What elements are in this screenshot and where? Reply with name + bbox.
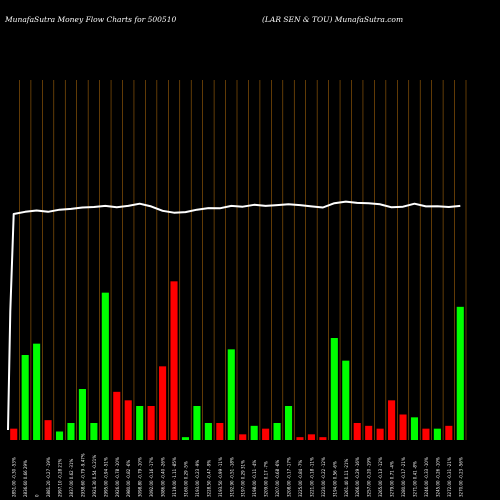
- flow-bar: [250, 425, 258, 440]
- flow-bar: [10, 428, 18, 440]
- flow-bar: [204, 423, 212, 440]
- flow-bar: [456, 306, 464, 440]
- flow-bar: [90, 423, 98, 440]
- x-tick-label: 2938.60 -0.79 -9.47%: [80, 453, 85, 497]
- flow-bar: [113, 391, 121, 440]
- x-tick-label: 2881.20 -0.27 -19%: [46, 457, 51, 497]
- flow-bar: [55, 431, 64, 440]
- flow-bar: [307, 434, 315, 440]
- money-flow-bars: [10, 281, 464, 440]
- x-tick-label: 2980.00 -0.82 -6%: [126, 460, 131, 497]
- x-tick-label: 3086.00 -0.40 -26%: [161, 457, 166, 497]
- flow-bar: [239, 434, 247, 440]
- x-tick-label: 3098.80 -0.79 -10%: [138, 457, 143, 497]
- flow-bar: [44, 420, 52, 440]
- x-tick-label: 3279.00 0.71 -4%: [390, 461, 395, 497]
- x-tick-label: 2995.00 -0.94 -51%: [103, 457, 108, 497]
- flow-bar: [124, 400, 132, 440]
- flow-bar: [330, 338, 338, 440]
- flow-bar: [410, 417, 419, 440]
- x-tick-label: 3245.00 -0.26 -10%: [435, 457, 440, 497]
- x-tick-label: 3193.00 -0.23 -9%: [195, 460, 200, 497]
- flow-bar: [67, 423, 75, 440]
- x-tick-label: 2851.00 -0.30 -53%: [12, 457, 17, 497]
- flow-bar: [193, 406, 201, 440]
- chart-title-right: (LAR SEN & TOU) MunafaSutra.com: [262, 15, 403, 24]
- flow-bar: [445, 425, 453, 440]
- vertical-gridlines: [19, 80, 467, 440]
- x-tick-label: 2837.00 0.62 -31%: [69, 458, 74, 497]
- x-tick-label: 3207.00 -0.68 -6%: [275, 460, 280, 497]
- x-tick-label: 3225.00 -0.84 -7%: [298, 460, 303, 497]
- flow-bar: [136, 406, 144, 440]
- x-tick-label: 3208.00 -0.17 -17%: [287, 457, 292, 497]
- flow-bar: [319, 437, 327, 440]
- flow-bar: [227, 349, 235, 440]
- x-tick-label: 3265.00 -0.13 -12%: [378, 457, 383, 497]
- flow-bar: [159, 366, 167, 440]
- flow-bar: [388, 400, 396, 440]
- flow-bar: [21, 355, 29, 440]
- flow-bar: [170, 281, 178, 440]
- flow-bar: [399, 414, 407, 440]
- price-line: [7, 200, 461, 431]
- x-axis-labels: 2851.00 -0.30 -53% 2836.60 0.66 29% 0 2881.…: [12, 453, 464, 497]
- x-tick-label: 0: [35, 494, 40, 497]
- x-tick-label: 3192.90 -0.51 -18%: [229, 457, 234, 497]
- x-tick-label: 2924.30 0.54 -0.21%: [92, 455, 97, 497]
- chart-title-left: MunafaSutra Money Flow Charts for 500510: [4, 15, 176, 24]
- flow-bar: [353, 423, 361, 440]
- x-tick-label: 3280.00 -0.17 -21%: [401, 457, 406, 497]
- flow-bar: [181, 437, 190, 440]
- x-tick-label: 3228.50 -0.47 -9%: [206, 460, 211, 497]
- flow-bar: [296, 437, 304, 440]
- flow-bar: [216, 423, 224, 440]
- x-tick-label: 3198.00 -0.11 -4%: [252, 460, 257, 497]
- flow-bar: [33, 343, 41, 440]
- x-tick-label: 3119.00 -1.11 -85%: [172, 457, 177, 497]
- flow-bar: [273, 423, 281, 440]
- x-tick-label: 2926.00 -0.78 -10%: [115, 457, 120, 497]
- flow-bar: [262, 428, 270, 440]
- x-tick-label: 3209.00 0.17 -7%: [264, 461, 269, 497]
- flow-bar: [365, 425, 373, 440]
- price-line-layer: [7, 200, 461, 431]
- x-tick-label: 3221.00 -0.18 -11%: [309, 457, 314, 497]
- flow-bar: [342, 360, 350, 440]
- x-tick-label: 2836.60 0.66 29%: [23, 460, 28, 497]
- flow-bar: [433, 428, 441, 440]
- x-tick-label: 3272.00 -0.31 -21%: [447, 457, 452, 497]
- x-tick-label: 3261.40 0.11 -21%: [344, 458, 349, 497]
- x-tick-label: 3266.00 -0.29 -16%: [355, 457, 360, 497]
- flow-bar: [422, 428, 430, 440]
- flow-bar: [284, 406, 293, 440]
- x-tick-label: 3270.00 -0.23 -56%: [458, 457, 463, 497]
- x-tick-label: 3160.00 0.29 -5%: [183, 461, 188, 497]
- x-tick-label: 3194.00 0.56 -6%: [332, 461, 337, 497]
- flow-bar: [376, 428, 384, 440]
- x-tick-label: 2997.10 -0.28 21%: [58, 458, 63, 497]
- flow-bar: [147, 406, 155, 440]
- x-tick-label: 3257.00 -0.20 -19%: [367, 457, 372, 497]
- x-tick-label: 3246.00 -0.33 -10%: [424, 457, 429, 497]
- flow-bar: [78, 389, 86, 440]
- x-tick-label: 3197.00 0.29 31%: [241, 460, 246, 497]
- x-tick-label: 3193.50 -0.99 -11%: [218, 457, 223, 497]
- x-tick-label: 3220.00 -0.22 -12%: [321, 457, 326, 497]
- x-tick-label: 3092.00 -0.16 -17%: [149, 457, 154, 497]
- flow-bar: [101, 292, 109, 440]
- x-tick-label: 3271.00 0.41 -8%: [412, 461, 417, 497]
